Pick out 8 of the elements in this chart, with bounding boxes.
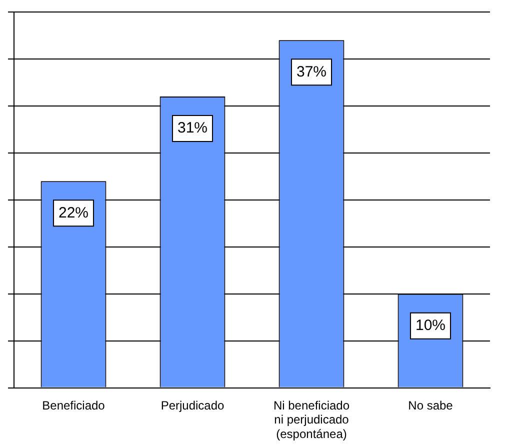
- data-label: 31%: [177, 120, 208, 137]
- data-label: 22%: [58, 204, 89, 222]
- data-label: 10%: [415, 316, 446, 334]
- data-label: 37%: [296, 63, 327, 80]
- x-tick-label: No sabe: [408, 398, 454, 412]
- x-tick-label: Ni beneficiado ni perjudicado (espontánea): [273, 398, 350, 442]
- x-tick-label: Beneficiado: [42, 398, 106, 412]
- x-tick-label: Perjudicado: [160, 398, 225, 412]
